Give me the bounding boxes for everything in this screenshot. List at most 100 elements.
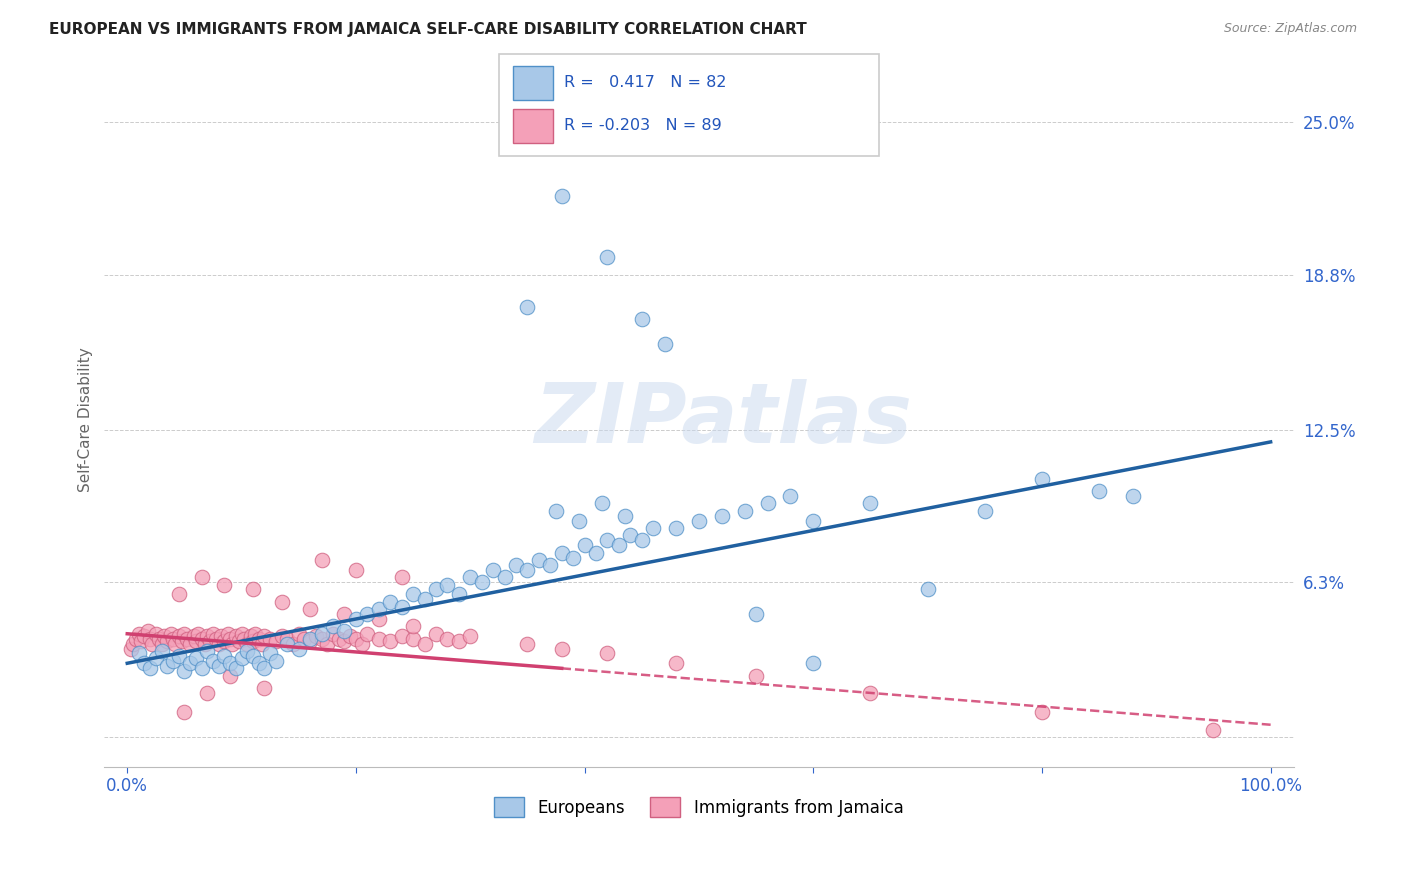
Point <box>214 634 236 648</box>
Point <box>299 634 322 648</box>
Point <box>544 504 567 518</box>
Point <box>195 629 218 643</box>
Point <box>299 602 322 616</box>
Point <box>322 626 344 640</box>
Point <box>350 637 373 651</box>
Point <box>242 634 264 648</box>
Text: ZIPatlas: ZIPatlas <box>534 379 911 460</box>
Point <box>356 626 378 640</box>
Point <box>219 657 242 671</box>
Point <box>328 632 350 646</box>
Point <box>1031 472 1053 486</box>
Point <box>190 570 212 584</box>
Point <box>568 514 591 528</box>
Point <box>425 582 447 597</box>
Point <box>516 300 538 314</box>
Point <box>156 658 179 673</box>
Point <box>1088 484 1111 499</box>
Point <box>447 587 470 601</box>
Point <box>134 629 156 643</box>
Point <box>201 654 224 668</box>
Point <box>551 641 574 656</box>
Point <box>413 637 436 651</box>
Point <box>129 634 152 648</box>
Point <box>596 251 619 265</box>
Point <box>505 558 527 572</box>
Point <box>184 651 207 665</box>
Point <box>494 570 516 584</box>
Point <box>538 558 561 572</box>
Point <box>159 626 181 640</box>
Point <box>311 553 333 567</box>
Point <box>141 637 163 651</box>
Point <box>242 582 264 597</box>
Point <box>630 533 652 548</box>
Point <box>322 619 344 633</box>
Point <box>245 626 267 640</box>
Point <box>167 587 190 601</box>
Point <box>688 514 710 528</box>
Point <box>665 657 688 671</box>
Point <box>391 570 413 584</box>
Point <box>214 577 236 591</box>
Point <box>190 632 212 646</box>
Point <box>153 629 176 643</box>
Point <box>333 634 356 648</box>
Point <box>1031 706 1053 720</box>
Point <box>253 681 276 695</box>
Text: Source: ZipAtlas.com: Source: ZipAtlas.com <box>1223 22 1357 36</box>
Point <box>167 648 190 663</box>
Point <box>128 647 150 661</box>
Point <box>201 626 224 640</box>
Point <box>745 607 768 621</box>
Point <box>734 504 756 518</box>
Point <box>1122 489 1144 503</box>
Point <box>122 637 145 651</box>
Point <box>356 607 378 621</box>
Point <box>333 607 356 621</box>
Point <box>1202 723 1225 737</box>
Y-axis label: Self-Care Disability: Self-Care Disability <box>79 347 93 492</box>
Point <box>150 637 173 651</box>
Point <box>380 634 402 648</box>
Point <box>162 654 184 668</box>
Point <box>482 563 505 577</box>
Point <box>367 632 389 646</box>
Point <box>232 632 254 646</box>
Point <box>221 637 243 651</box>
Point <box>139 661 162 675</box>
Point <box>367 612 389 626</box>
Point <box>596 647 619 661</box>
Point <box>305 629 328 643</box>
Point <box>316 637 339 651</box>
Point <box>281 637 304 651</box>
Point <box>402 632 425 646</box>
Point <box>172 634 194 648</box>
Point <box>710 508 733 523</box>
Point <box>413 592 436 607</box>
Point <box>779 489 801 503</box>
Point <box>198 634 221 648</box>
Point <box>551 545 574 559</box>
Point <box>613 508 636 523</box>
Point <box>167 629 190 643</box>
Point <box>391 599 413 614</box>
Point <box>311 626 333 640</box>
Point <box>139 632 162 646</box>
Point <box>217 626 239 640</box>
Point <box>247 632 270 646</box>
Point <box>184 634 207 648</box>
Point <box>225 629 247 643</box>
Point <box>259 632 281 646</box>
Text: R =   0.417   N = 82: R = 0.417 N = 82 <box>564 76 727 90</box>
Point <box>264 634 287 648</box>
Point <box>859 496 882 510</box>
Point <box>125 632 148 646</box>
Point <box>562 550 585 565</box>
Point <box>527 553 550 567</box>
Point <box>242 648 264 663</box>
Point <box>145 626 167 640</box>
Point <box>973 504 995 518</box>
Point <box>148 632 170 646</box>
Point <box>367 602 389 616</box>
